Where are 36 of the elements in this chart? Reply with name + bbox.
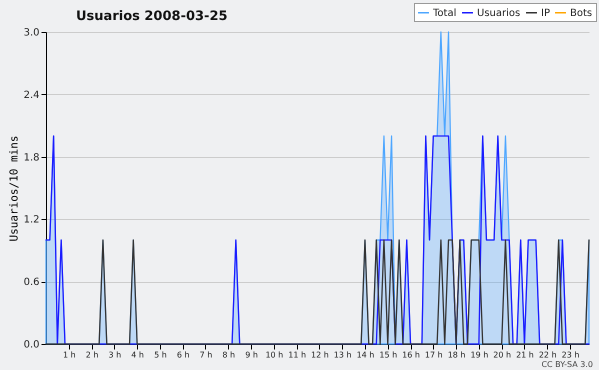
y-tick-label: 1.2 — [24, 214, 40, 226]
x-tick-label: 6 h — [176, 350, 190, 360]
x-tick-label: 4 h — [131, 350, 144, 360]
x-tick-label: 16 h — [402, 350, 420, 360]
legend-label: Usuarios — [477, 8, 520, 19]
y-tick-label: 1.8 — [24, 152, 40, 164]
x-tick-label: 20 h — [493, 350, 512, 360]
x-tick-label: 21 h — [516, 350, 534, 360]
x-tick-label: 18 h — [448, 350, 466, 360]
x-tick-label: 7 h — [200, 350, 212, 360]
x-tick-label: 22 h — [538, 350, 557, 360]
x-tick-label: 11 h — [288, 350, 306, 360]
text: CC BY-SA 3.0 — [541, 360, 593, 369]
x-tick-label: 23 h — [562, 350, 580, 360]
y-tick-label: 0.6 — [24, 277, 40, 288]
x-tick-label: 8 h — [222, 350, 236, 360]
x-tick-label: 13 h — [334, 350, 352, 360]
x-tick-label: 2 h — [86, 350, 98, 360]
x-tick-label: 14 h — [356, 350, 374, 360]
x-tick-label: 19 h — [470, 350, 488, 360]
x-tick-label: 9 h — [245, 350, 258, 360]
y-tick-label: 0.0 — [24, 340, 40, 350]
chart-title: Usuarios 2008-03-25 — [76, 9, 228, 24]
x-tick-label: 17 h — [424, 350, 443, 360]
legend-label: Bots — [570, 8, 592, 19]
x-tick-label: 3 h — [108, 350, 122, 360]
x-tick-label: 5 h — [154, 350, 167, 360]
x-tick-label: 1 h — [62, 350, 76, 360]
y-tick-label: 3.0 — [24, 28, 40, 38]
legend-label: Total — [432, 8, 456, 19]
x-tick-label: 10 h — [265, 350, 284, 360]
x-tick-label: 15 h — [379, 350, 398, 360]
legend-label: IP — [541, 8, 550, 19]
y-tick-label: 2.4 — [24, 90, 40, 101]
y-axis-title: Usuarios/10 mins — [8, 136, 21, 242]
x-tick-label: 12 h — [311, 350, 329, 360]
